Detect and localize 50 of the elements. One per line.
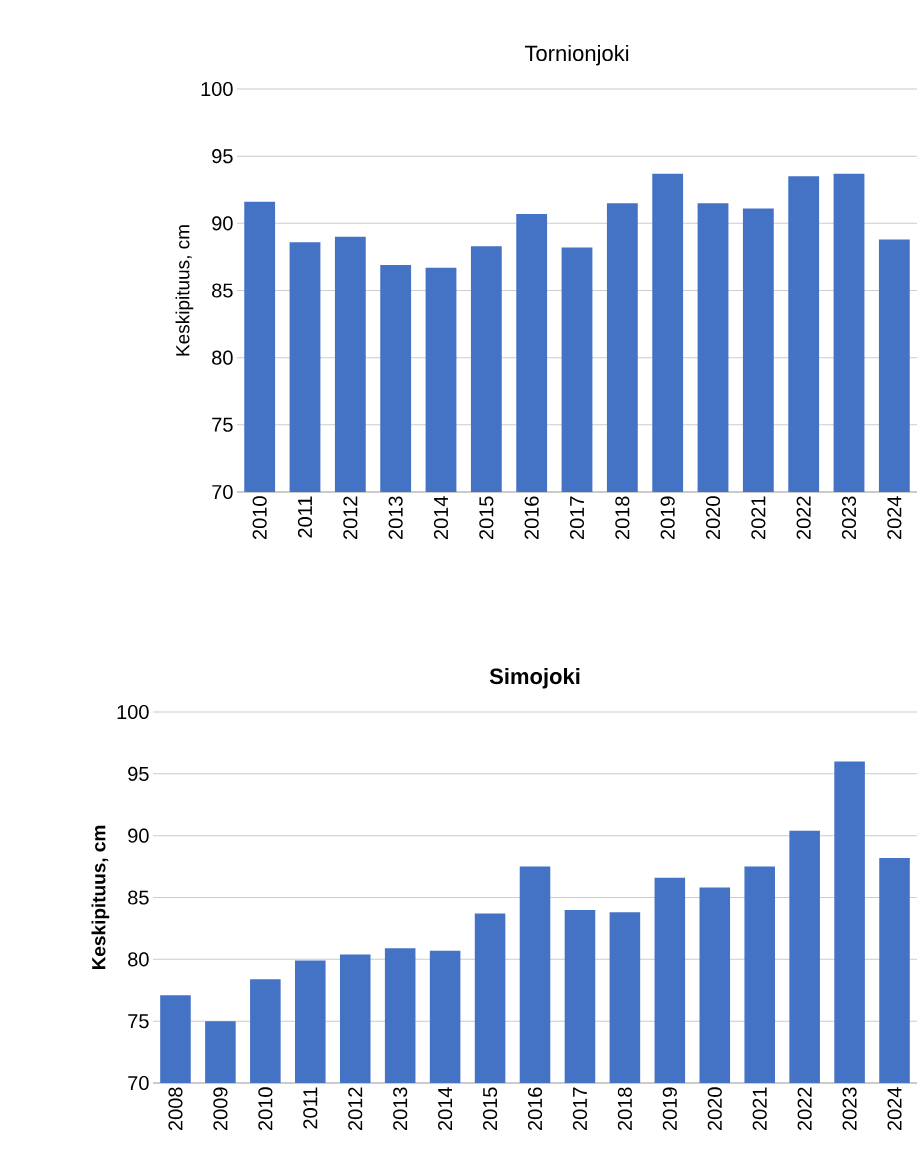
x-tick-label: 2021 <box>751 496 766 540</box>
y-axis-title: Keskipituus, cm <box>91 825 110 970</box>
x-tick-label: 2020 <box>705 496 721 540</box>
x-tick-label: 2013 <box>388 496 403 540</box>
x-tick-label: 2021 <box>752 1087 767 1131</box>
y-tick-label: 75 <box>212 417 233 432</box>
x-tick-label: 2024 <box>887 496 902 540</box>
x-tick-label: 2012 <box>343 496 358 540</box>
y-tick-label: 85 <box>212 283 233 298</box>
y-tick-label: 95 <box>212 149 233 164</box>
x-tick-label: 2019 <box>660 496 675 540</box>
x-tick-label: 2014 <box>433 496 449 540</box>
x-tick-label: 2009 <box>213 1087 228 1131</box>
x-tick-label: 2012 <box>348 1087 363 1131</box>
x-tick-label: 2017 <box>572 1087 588 1131</box>
chart-title: Tornionjoki <box>524 44 629 66</box>
y-tick-label: 70 <box>212 484 233 500</box>
x-tick-label: 2010 <box>258 1087 273 1131</box>
x-tick-label: 2010 <box>252 496 267 540</box>
x-tick-label: 2011 <box>297 496 313 538</box>
y-tick-label: 75 <box>128 1014 149 1029</box>
x-tick-label: 2023 <box>841 496 857 540</box>
y-tick-label: 80 <box>128 952 149 967</box>
x-tick-label: 2018 <box>615 496 630 540</box>
x-tick-label: 2016 <box>527 1087 543 1131</box>
y-tick-label: 95 <box>128 766 149 781</box>
y-tick-label: 70 <box>128 1075 149 1091</box>
x-tick-label: 2023 <box>842 1087 857 1131</box>
x-tick-label: 2008 <box>168 1087 183 1131</box>
y-tick-label: 100 <box>201 81 233 97</box>
x-tick-label: 2015 <box>482 1087 498 1131</box>
x-tick-label: 2013 <box>393 1087 408 1131</box>
y-tick-label: 80 <box>212 350 233 365</box>
x-tick-label: 2022 <box>797 1087 812 1131</box>
x-tick-label: 2022 <box>796 496 811 540</box>
x-tick-label: 2019 <box>662 1087 677 1131</box>
x-tick-label: 2020 <box>707 1087 722 1131</box>
x-tick-label: 2018 <box>617 1087 632 1131</box>
y-axis-title: Keskipituus, cm <box>175 225 194 356</box>
x-tick-label: 2014 <box>438 1087 453 1131</box>
y-tick-label: 90 <box>128 828 149 843</box>
x-tick-label: 2011 <box>303 1087 318 1129</box>
x-tick-label: 2015 <box>479 496 494 540</box>
x-tick-label: 2024 <box>887 1087 902 1131</box>
y-tick-label: 90 <box>212 216 233 231</box>
x-tick-label: 2016 <box>524 496 539 540</box>
x-tick-label: 2017 <box>569 496 585 540</box>
y-tick-label: 100 <box>117 704 149 720</box>
chart-title: Simojoki <box>489 667 580 689</box>
y-tick-label: 85 <box>128 890 149 905</box>
